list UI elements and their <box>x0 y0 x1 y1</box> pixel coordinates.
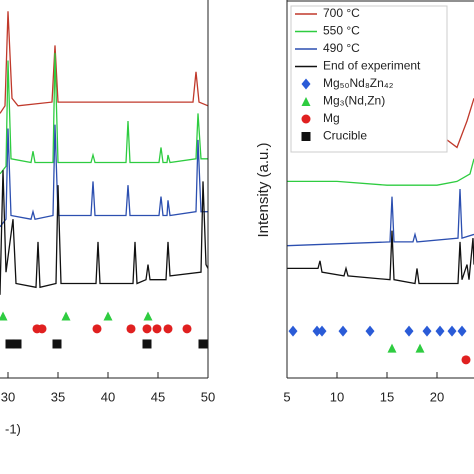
x-tick-label: 35 <box>51 389 65 404</box>
legend-swatch <box>301 114 311 124</box>
series-line <box>441 98 474 149</box>
y-axis-label: Intensity (a.u.) <box>255 142 272 237</box>
marker <box>126 324 136 334</box>
x-tick-label: 5 <box>283 389 290 404</box>
marker <box>52 339 62 349</box>
series-line <box>0 11 208 114</box>
marker <box>152 324 162 334</box>
x-tick-label: 15 <box>380 389 394 404</box>
legend-label: Mg <box>323 111 340 125</box>
series-line <box>287 230 474 285</box>
marker <box>317 325 327 337</box>
x-tick-label: 10 <box>330 389 344 404</box>
legend-label: 550 °C <box>323 24 360 38</box>
marker <box>182 324 192 334</box>
marker <box>461 355 471 365</box>
marker <box>365 325 375 337</box>
series-line <box>0 124 208 228</box>
plot-area <box>0 11 208 349</box>
plot-area <box>287 98 474 365</box>
marker <box>143 311 153 321</box>
marker <box>142 324 152 334</box>
legend-label: Mg₅₀Nd₈Zn₄₂ <box>323 76 394 90</box>
marker <box>198 339 208 349</box>
legend-label: Mg₃(Nd,Zn) <box>323 94 385 108</box>
legend-label: 490 °C <box>323 41 360 55</box>
marker <box>338 325 348 337</box>
marker <box>447 325 457 337</box>
series-line <box>0 52 208 175</box>
x-tick-label: 50 <box>201 389 215 404</box>
legend-swatch <box>301 78 311 90</box>
series-line <box>287 158 474 186</box>
marker <box>37 324 47 334</box>
legend-label: 700 °C <box>323 6 360 20</box>
marker <box>103 311 113 321</box>
marker <box>0 311 8 321</box>
marker <box>92 324 102 334</box>
x-tick-label: 45 <box>151 389 165 404</box>
marker <box>404 325 414 337</box>
marker <box>61 311 71 321</box>
legend-box <box>290 5 448 153</box>
marker <box>387 343 397 353</box>
marker <box>422 325 432 337</box>
marker <box>415 343 425 353</box>
legend-swatch <box>301 132 311 141</box>
marker <box>435 325 445 337</box>
marker <box>12 339 22 349</box>
x-tick-label: 30 <box>1 389 15 404</box>
marker <box>5 339 15 349</box>
legend-swatch <box>301 97 311 106</box>
marker <box>457 325 467 337</box>
legend-label: Crucible <box>323 129 367 143</box>
marker <box>142 339 152 349</box>
series-line <box>287 188 474 247</box>
marker <box>312 325 322 337</box>
series-line <box>0 170 208 295</box>
x-tick-label: 40 <box>101 389 115 404</box>
x-tick-label: 20 <box>430 389 444 404</box>
legend-label: End of experiment <box>323 59 421 73</box>
marker <box>288 325 298 337</box>
marker <box>163 324 173 334</box>
x-axis-label: -1) <box>5 421 21 436</box>
